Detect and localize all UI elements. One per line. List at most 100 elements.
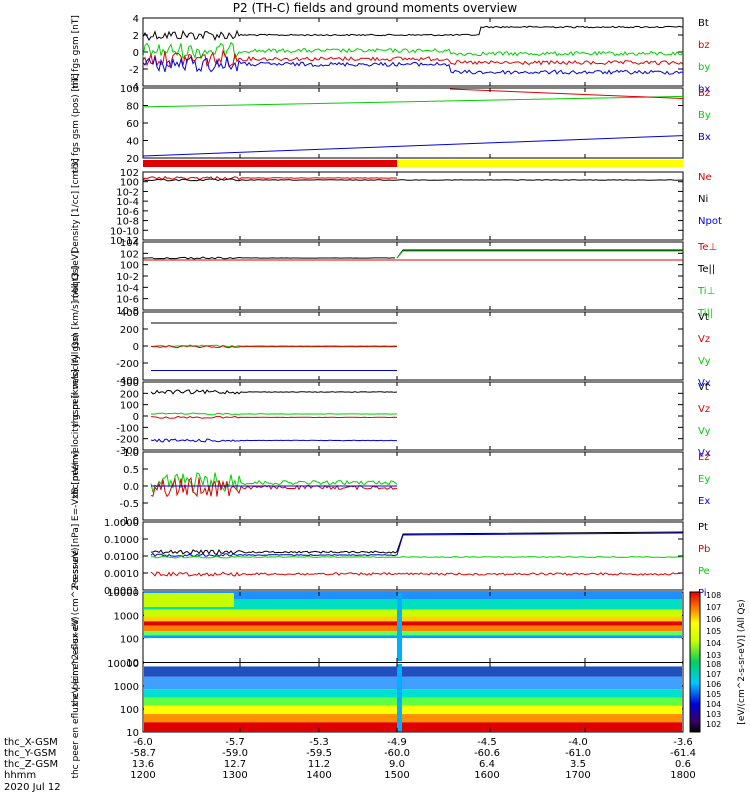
x-tick-value: -5.3 [309, 737, 329, 748]
spectrogram-band [144, 625, 682, 632]
y-tick-label: -1.0 [119, 516, 139, 527]
y-tick-label: 10 [126, 728, 139, 739]
x-tick-value: -4.0 [568, 737, 588, 748]
panel-2: 100 80 60 40 20 thc fgs gsm (pos) [nT] Bz By Bx [71, 73, 711, 173]
y-tick-label: 10000 [107, 659, 139, 670]
series-Bt [142, 25, 684, 42]
x-tick-value: 3.5 [570, 759, 586, 770]
y-tick-label: 10-2 [116, 272, 139, 283]
x-row-label-thc_Z-GSM: thc_Z-GSM [4, 759, 58, 770]
series-Vx [150, 438, 397, 443]
x-row-label-thc_X-GSM: thc_X-GSM [4, 737, 58, 748]
legend-Ni: Ni [698, 194, 708, 205]
spectrogram-band [144, 592, 682, 599]
legend-Ti||: Ti|| [697, 308, 713, 319]
y-tick-label: 100 [120, 261, 139, 272]
spectrogram-band [144, 616, 682, 622]
panel-10: 10000 1000 100 10 thc peer en eflux eV (cm^2… [71, 616, 684, 779]
colorbar-tick: 104 [706, 700, 721, 709]
y-tick-label: 10 [126, 658, 139, 669]
x-tick-value: 1700 [565, 770, 590, 781]
x-tick-value: 11.2 [308, 759, 330, 770]
y-tick-label: 10-6 [116, 207, 139, 218]
y-tick-label: -400 [116, 376, 139, 387]
panel-8: 1.0000 0.1000 0.0100 0.0010 0.0001 Pressure [… [71, 518, 710, 599]
colorbar-tick: 107 [706, 670, 721, 679]
spectrogram-band [144, 676, 682, 690]
colorbar-tick: 103 [706, 651, 721, 660]
colorbar-tick: 106 [706, 680, 721, 689]
y-tick-label: 20 [126, 154, 139, 165]
y-tick-label: 100 [120, 635, 139, 646]
series-by [142, 41, 684, 60]
state-bar-red [143, 160, 397, 167]
x-axis-annotations: thc_X-GSM -6.0 -5.7 -5.3 -4.9 -4.5 -4.0 -3.6 thc… [4, 737, 696, 793]
panel-9: 10000 1000 100 10 thc peir en eflux eV (cm^2… [71, 547, 684, 707]
colorbar-tick: 105 [706, 690, 721, 699]
panel-5: 400 200 0 -200 -400 thc peir velocity gsm [km… [71, 265, 711, 427]
series-Ni [142, 178, 683, 182]
panel-frame [142, 381, 684, 451]
x-tick-value: 13.6 [132, 759, 154, 770]
spectrogram-band [144, 609, 682, 617]
y-tick-label: 10-10 [110, 226, 139, 237]
legend-Npot: Npot [698, 216, 722, 227]
y-tick-label: 10-6 [116, 295, 139, 306]
y-tick-label: 40 [126, 137, 139, 148]
spectrogram-band [144, 593, 234, 607]
y-tick-label: 100 [120, 401, 139, 412]
legend-Ex: Ex [698, 496, 710, 507]
y-tick-label: 10-8 [116, 217, 139, 228]
colorbar-label: [eV/(cm^2-s-sr-eV)] (All Qs) [737, 599, 747, 724]
y-tick-label: 100 [120, 178, 139, 189]
x-tick-value: -6.0 [133, 737, 153, 748]
colorbar: 108107106105104103108107106105104103102[… [689, 591, 747, 733]
series-Pe [150, 555, 683, 559]
x-row-label-thc_Y-GSM: thc_Y-GSM [4, 748, 56, 759]
spectrogram-band [144, 635, 682, 639]
series-Te [142, 256, 395, 260]
y-tick-label: 10-2 [116, 187, 139, 198]
y-axis-label: E=-VxB [mV/m] [71, 451, 81, 521]
series-By [142, 95, 684, 108]
y-tick-label: 102 [120, 168, 139, 179]
y-tick-label: 300 [120, 378, 139, 389]
colorbar-tick: 106 [706, 615, 721, 624]
legend-Vy: Vy [698, 426, 711, 437]
y-tick-label: 200 [120, 325, 139, 336]
x-tick-value: -59.5 [306, 748, 332, 759]
legend-Pe: Pe [698, 566, 710, 577]
legend-Pi: Pi [698, 588, 707, 599]
y-tick-label: 0.0010 [104, 569, 139, 580]
y-tick-label: 10-8 [116, 306, 139, 317]
legend-Bt: Bt [698, 18, 709, 29]
series-Vy [151, 412, 398, 416]
x-tick-value: 0.6 [675, 759, 691, 770]
y-tick-label: 10-12 [110, 236, 139, 247]
legend-Ey: Ey [698, 474, 710, 485]
x-tick-value: 1200 [130, 770, 155, 781]
y-tick-label: 400 [120, 308, 139, 319]
legend-Vx: Vx [698, 448, 711, 459]
colorbar-tick: 102 [706, 720, 721, 729]
legend-Vy: Vy [698, 356, 711, 367]
colorbar-tick: 107 [706, 603, 721, 612]
series-Bz [449, 88, 684, 99]
x-tick-value: -60.0 [384, 748, 410, 759]
y-tick-label: 1.0 [123, 448, 139, 459]
series-Vz [150, 415, 398, 419]
spectrogram-band [144, 638, 682, 662]
legend-Vt: Vt [698, 382, 709, 393]
x-tick-value: 9.0 [389, 759, 405, 770]
x-tick-value: -61.4 [670, 748, 696, 759]
legend-Bz: Bz [698, 88, 710, 99]
colorbar-tick: 105 [706, 627, 721, 636]
x-tick-value: 1600 [474, 770, 499, 781]
legend-by: by [698, 62, 710, 73]
x-tick-value: 1800 [670, 770, 695, 781]
date-label: 2020 Jul 12 [4, 782, 61, 793]
y-tick-label: 0.1000 [104, 535, 139, 546]
x-tick-value: -4.5 [477, 737, 497, 748]
spectrogram-band [144, 663, 682, 667]
